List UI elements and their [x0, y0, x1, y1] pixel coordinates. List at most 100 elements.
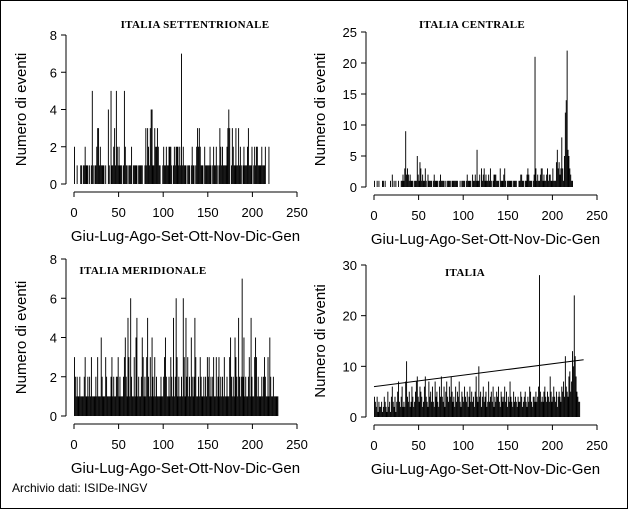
bar	[90, 165, 92, 185]
bar	[508, 180, 510, 187]
bar	[448, 401, 449, 417]
bar	[100, 165, 102, 185]
bar	[124, 146, 126, 184]
bar	[516, 406, 518, 417]
bar	[255, 337, 257, 416]
bar	[147, 128, 149, 185]
bar	[563, 180, 565, 187]
bar	[160, 376, 162, 416]
bar	[456, 180, 458, 187]
bar	[262, 396, 264, 417]
bar	[517, 396, 519, 417]
bar	[175, 298, 177, 416]
bar	[87, 165, 89, 185]
x-tick-label: 150	[497, 208, 519, 223]
bar	[503, 174, 505, 187]
bar	[107, 109, 109, 184]
bar	[148, 165, 150, 185]
bar	[209, 396, 211, 417]
bar	[541, 396, 543, 417]
bar	[506, 406, 508, 417]
bar	[159, 165, 161, 185]
bar	[483, 401, 485, 417]
bar	[536, 401, 538, 417]
bar	[259, 396, 261, 417]
bar	[107, 396, 109, 417]
bar	[187, 357, 189, 417]
bar	[421, 396, 423, 417]
bar	[209, 146, 211, 184]
bar	[553, 180, 555, 187]
bar	[153, 165, 155, 185]
bar	[189, 396, 191, 417]
bar	[216, 396, 218, 417]
bar	[415, 381, 417, 417]
bar	[117, 165, 119, 185]
bar	[420, 168, 422, 187]
bar	[125, 165, 127, 185]
bar	[178, 165, 180, 185]
bar	[226, 146, 228, 184]
bar	[511, 180, 513, 187]
bar	[208, 165, 210, 185]
bar	[225, 165, 227, 185]
bar	[495, 174, 497, 187]
bar	[554, 396, 556, 417]
bar	[551, 401, 553, 417]
bar	[461, 180, 463, 187]
bar	[238, 317, 240, 417]
bar	[564, 356, 566, 417]
bar	[566, 50, 568, 187]
bar	[235, 357, 237, 417]
bar	[415, 180, 416, 187]
bar	[528, 401, 530, 417]
x-tick-label: 0	[370, 438, 377, 453]
bar	[182, 298, 184, 416]
bar	[250, 165, 252, 185]
bar	[87, 376, 89, 416]
bar	[484, 396, 486, 417]
bar	[218, 357, 220, 417]
bar	[546, 174, 548, 187]
bar	[514, 180, 516, 187]
bar	[391, 386, 393, 417]
bar	[411, 180, 413, 187]
bar	[439, 180, 441, 187]
bar	[375, 406, 377, 417]
bar	[522, 401, 524, 417]
bar	[470, 180, 472, 187]
bar	[572, 351, 573, 417]
x-axis-label: Giu-Lug-Ago-Set-Ott-Nov-Dic-Gen	[371, 461, 600, 478]
chart-title: ITALIA SETTENTRIONALE	[121, 19, 270, 31]
bar	[202, 165, 204, 185]
bar	[197, 396, 199, 417]
bar	[191, 146, 193, 184]
bar	[505, 180, 507, 187]
bar	[488, 174, 490, 187]
bar	[478, 180, 480, 187]
bar	[513, 180, 515, 187]
bar	[443, 386, 445, 417]
bar	[455, 180, 457, 187]
bar	[213, 357, 215, 417]
bar	[236, 165, 238, 185]
bar	[206, 165, 208, 185]
bar	[560, 401, 562, 417]
bar	[511, 401, 513, 417]
bar	[121, 165, 123, 185]
bar	[244, 165, 246, 185]
bar	[430, 391, 432, 417]
bar	[129, 165, 131, 185]
bar	[94, 165, 96, 185]
bar	[204, 146, 206, 184]
bar	[456, 180, 457, 187]
bar	[188, 396, 190, 417]
bar	[110, 376, 112, 416]
bar	[476, 396, 478, 417]
bar	[555, 180, 557, 187]
bar	[174, 376, 176, 416]
bar	[390, 396, 392, 417]
bar	[395, 411, 397, 417]
bar	[96, 146, 98, 184]
bar	[520, 391, 522, 417]
